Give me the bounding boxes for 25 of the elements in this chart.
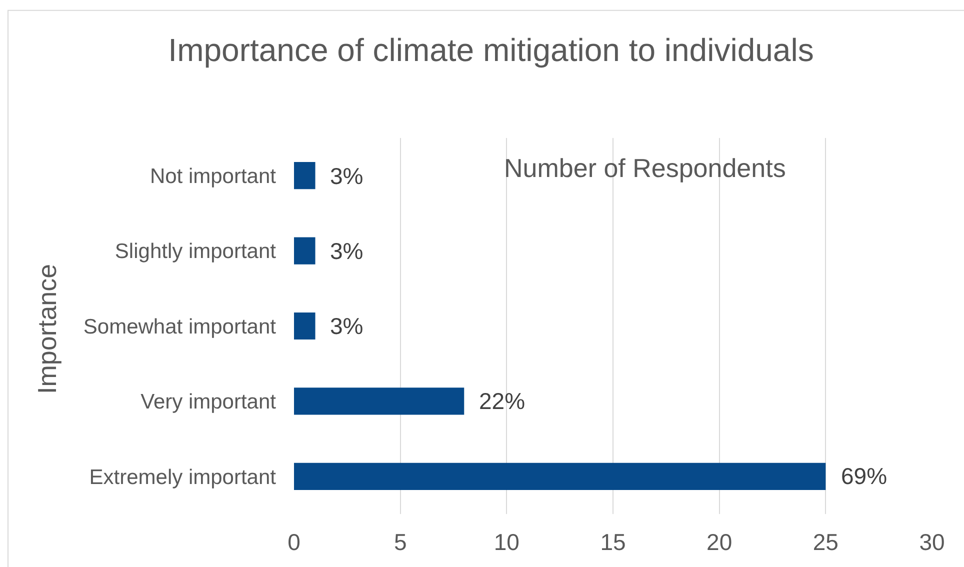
x-tick-label: 15 <box>600 529 626 555</box>
y-tick-label: Slightly important <box>114 240 276 264</box>
bar <box>294 462 826 490</box>
bar <box>294 312 316 340</box>
x-axis-title: Number of Respondents <box>504 153 786 183</box>
x-tick-label: 25 <box>812 529 838 555</box>
y-tick-label: Extremely important <box>89 466 276 489</box>
x-tick-label: 10 <box>494 529 520 555</box>
annotation: 3% <box>330 163 364 189</box>
x-tick-label: 0 <box>288 529 300 555</box>
bar <box>294 162 316 190</box>
y-tick-label: Not important <box>150 164 276 188</box>
annotation: 3% <box>330 238 364 264</box>
annotation: 22% <box>479 388 526 414</box>
bar <box>294 388 464 415</box>
x-tick-label: 5 <box>394 529 407 555</box>
annotation: 69% <box>841 463 888 489</box>
chart-title: Importance of climate mitigation to individuals <box>168 32 814 68</box>
y-tick-label: Somewhat important <box>83 315 276 338</box>
y-axis-title: Importance <box>32 264 62 394</box>
x-tick-label: 30 <box>919 529 945 555</box>
annotation: 3% <box>330 313 364 339</box>
x-tick-label: 20 <box>706 529 732 555</box>
bar <box>294 237 316 264</box>
y-tick-label: Very important <box>140 390 276 414</box>
